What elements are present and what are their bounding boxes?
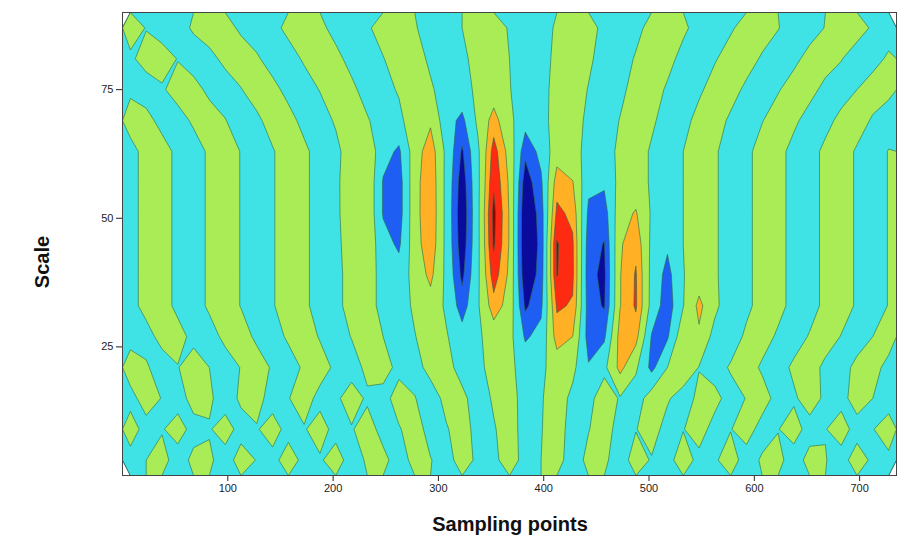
html-text:Sampling points: Sampling points bbox=[432, 512, 588, 535]
svg-text:50: 50 bbox=[101, 212, 113, 224]
html-text:Scale: Scale bbox=[30, 235, 53, 289]
svg-text:200: 200 bbox=[324, 482, 342, 494]
svg-text:75: 75 bbox=[101, 83, 113, 95]
svg-text:600: 600 bbox=[745, 482, 763, 494]
svg-text:25: 25 bbox=[101, 340, 113, 352]
svg-text:700: 700 bbox=[850, 482, 868, 494]
svg-text:500: 500 bbox=[640, 482, 658, 494]
svg-text:300: 300 bbox=[429, 482, 447, 494]
svg-text:400: 400 bbox=[535, 482, 553, 494]
svg-text:100: 100 bbox=[219, 482, 237, 494]
